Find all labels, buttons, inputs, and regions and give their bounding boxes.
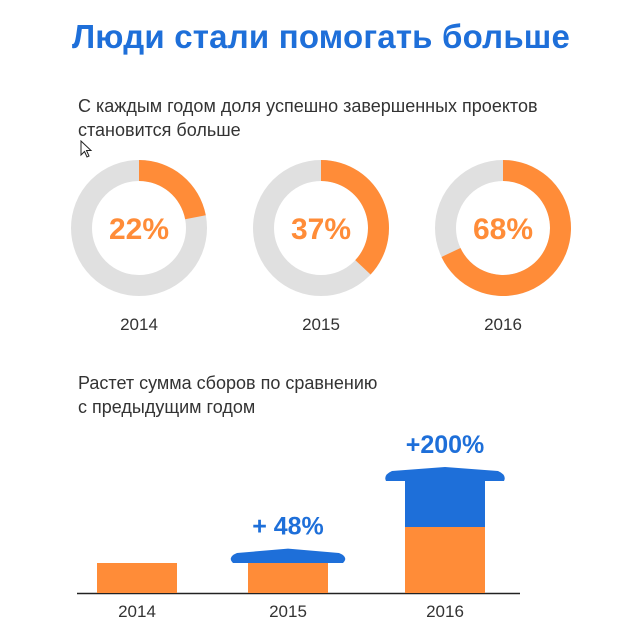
donut-subtitle-line-2: становится больше <box>78 120 241 140</box>
bar-subtitle-line-1: Растет сумма сборов по сравнению <box>78 373 378 393</box>
bar-chart: 2014 2015 + 48% 2016 +200% <box>77 431 520 621</box>
donut-year-label: 2016 <box>484 315 522 334</box>
growth-label-2015: + 48% <box>252 513 324 541</box>
growth-arrow-2016 <box>385 467 505 527</box>
growth-arrow-2015 <box>230 548 346 563</box>
bar-base-2015 <box>248 563 328 593</box>
bar-section-subtitle: Растет сумма сборов по сравнению с преды… <box>78 371 377 419</box>
donut-subtitle-line-1: С каждым годом доля успешно завершенных … <box>78 96 538 116</box>
donut-value-label: 22% <box>109 213 169 246</box>
donut-year-label: 2015 <box>302 315 340 334</box>
donut-slice-2014 <box>139 160 206 220</box>
bar-year-label: 2014 <box>118 602 156 621</box>
bar-year-label: 2015 <box>269 602 307 621</box>
bar-year-label: 2016 <box>426 602 464 621</box>
donut-year-label: 2014 <box>120 315 158 334</box>
mouse-cursor-icon <box>80 140 93 158</box>
page-title: Люди стали помогать больше <box>71 18 571 55</box>
donut-section-subtitle: С каждым годом доля успешно завершенных … <box>78 94 538 142</box>
donut-value-label: 37% <box>291 213 351 246</box>
bar-subtitle-line-2: с предыдущим годом <box>78 397 256 417</box>
growth-label-2016: +200% <box>406 431 485 459</box>
bar-base-2014 <box>97 563 177 593</box>
donut-charts: 22% 2014 37% 2015 68% 2016 <box>71 160 572 334</box>
bar-base-2016 <box>405 527 485 593</box>
donut-slice-2015 <box>321 160 389 275</box>
donut-value-label: 68% <box>473 213 533 246</box>
donut-slice-2016 <box>441 160 572 296</box>
